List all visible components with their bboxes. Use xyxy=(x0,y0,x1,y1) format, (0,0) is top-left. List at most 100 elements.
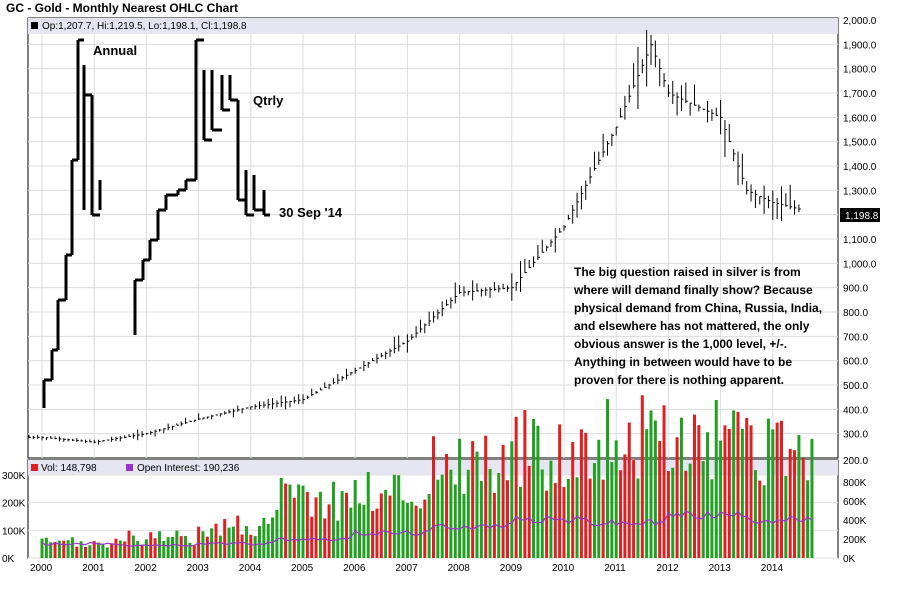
volume-bar-up xyxy=(671,467,675,558)
volume-bar-down xyxy=(801,458,805,558)
x-tick-label: 2002 xyxy=(134,563,157,574)
volume-bar-down xyxy=(149,532,153,558)
annual-bars xyxy=(42,38,102,408)
volume-y-axis: 0K 100K 200K 300K 0K 200K 400K 600K 800K 200.0 xyxy=(2,456,868,565)
volume-bar-down xyxy=(471,441,475,558)
volume-bar-up xyxy=(297,484,301,558)
volume-bar-down xyxy=(236,515,240,558)
volume-bar-up xyxy=(144,539,148,558)
volume-bar-up xyxy=(227,527,231,558)
volume-bar-down xyxy=(249,534,253,558)
volume-bar-up xyxy=(427,494,431,558)
volume-bar-up xyxy=(732,410,736,558)
volume-bar-up xyxy=(762,485,766,558)
volume-bar-up xyxy=(105,547,109,558)
volume-bar-down xyxy=(197,526,201,558)
price-y-tick: 1,400.0 xyxy=(843,162,877,173)
volume-y-tick-right: 600K xyxy=(843,497,867,508)
volume-bar-up xyxy=(488,468,492,558)
volume-bar-up xyxy=(719,440,723,558)
volume-bar-up xyxy=(118,540,122,558)
volume-bar-up xyxy=(353,480,357,558)
commentary-line-5: obvious answer is the 1,000 level, +/-. xyxy=(574,337,787,351)
volume-bar-down xyxy=(662,405,666,558)
commentary-line-1: The big question raised in silver is fro… xyxy=(574,265,801,279)
volume-bar-up xyxy=(171,536,174,558)
ohlc-legend-swatch xyxy=(31,22,38,29)
volume-bar-down xyxy=(153,538,157,558)
volume-bar-up xyxy=(253,536,257,558)
volume-bar-up xyxy=(606,399,609,558)
price-y-tick: 900.0 xyxy=(843,284,868,295)
price-y-tick: 1,500.0 xyxy=(843,138,877,149)
volume-bar-up xyxy=(384,489,388,558)
price-y-axis: 300.0 400.0 500.0 600.0 700.0 800.0 900.0 1,000… xyxy=(843,16,877,441)
volume-y-tick-left: 200K xyxy=(2,499,26,510)
volume-bar-down xyxy=(684,470,688,558)
commentary-line-6: Anything in between would have to be xyxy=(574,355,792,369)
volume-bar-down xyxy=(414,505,418,558)
volume-bar-down xyxy=(693,414,696,558)
volume-bar-up xyxy=(449,469,453,558)
x-tick-label: 2004 xyxy=(239,563,262,574)
volume-bar-down xyxy=(423,499,427,558)
volume-bar-up xyxy=(679,417,683,558)
volume-bar-down xyxy=(284,483,288,558)
volume-bar-up xyxy=(771,429,775,558)
volume-bar-up xyxy=(610,462,614,558)
volume-bar-up xyxy=(784,475,788,558)
volume-bar-up xyxy=(766,418,770,558)
volume-bar-down xyxy=(223,519,227,558)
price-grid xyxy=(28,19,838,458)
volume-bar-down xyxy=(775,422,779,558)
volume-bar-up xyxy=(510,441,514,558)
volume-y-tick-right: 800K xyxy=(843,478,867,489)
volume-bar-down xyxy=(192,545,196,558)
volume-bar-down xyxy=(780,420,783,558)
price-panel xyxy=(27,17,839,459)
volume-bar-up xyxy=(340,491,344,558)
volume-bar-down xyxy=(345,492,348,558)
volume-bar-up xyxy=(157,531,161,558)
volume-bar-down xyxy=(623,454,627,558)
last-price-label: 1,198.8 xyxy=(845,211,879,222)
x-tick-label: 2009 xyxy=(500,563,523,574)
chart-title: GC - Gold - Monthly Nearest OHLC Chart xyxy=(6,1,238,15)
x-tick-label: 2007 xyxy=(395,563,418,574)
volume-bar-down xyxy=(601,479,605,558)
volume-bar-up xyxy=(301,485,305,558)
volume-bar-up xyxy=(418,508,422,558)
volume-bar-up xyxy=(701,461,705,558)
volume-bar-up xyxy=(162,540,166,558)
volume-bars xyxy=(40,395,814,558)
price-y-tick: 1,700.0 xyxy=(843,89,877,100)
qtrly-label: Qtrly xyxy=(253,93,284,108)
volume-bar-down xyxy=(179,536,183,558)
volume-bar-up xyxy=(218,535,222,558)
volume-bar-down xyxy=(305,491,309,558)
volume-bar-up xyxy=(479,480,483,558)
x-tick-label: 2003 xyxy=(187,563,210,574)
volume-bar-down xyxy=(588,478,592,558)
volume-bar-down xyxy=(379,493,383,558)
volume-bar-down xyxy=(310,516,314,558)
legend-band xyxy=(28,18,838,34)
volume-bar-up xyxy=(366,471,370,558)
volume-bar-down xyxy=(127,530,131,558)
x-axis: 2000 2001 2002 2003 2004 2005 2006 2007 2008 2009… xyxy=(30,563,783,574)
price-y-tick: 1,000.0 xyxy=(843,259,877,270)
volume-bar-down xyxy=(675,437,679,558)
volume-bar-up xyxy=(597,439,601,558)
volume-y-tick-left: 300K xyxy=(2,471,26,482)
vol-legend-swatch xyxy=(31,464,38,471)
volume-bar-down xyxy=(727,428,731,558)
volume-bar-down xyxy=(745,417,749,558)
volume-bar-down xyxy=(571,442,575,558)
commentary-line-2: where will demand finally show? Because xyxy=(573,283,813,297)
volume-bar-up xyxy=(714,400,718,558)
x-tick-label: 2010 xyxy=(552,563,575,574)
volume-bar-up xyxy=(401,500,405,558)
volume-bar-down xyxy=(292,497,296,558)
volume-bar-down xyxy=(579,429,583,558)
